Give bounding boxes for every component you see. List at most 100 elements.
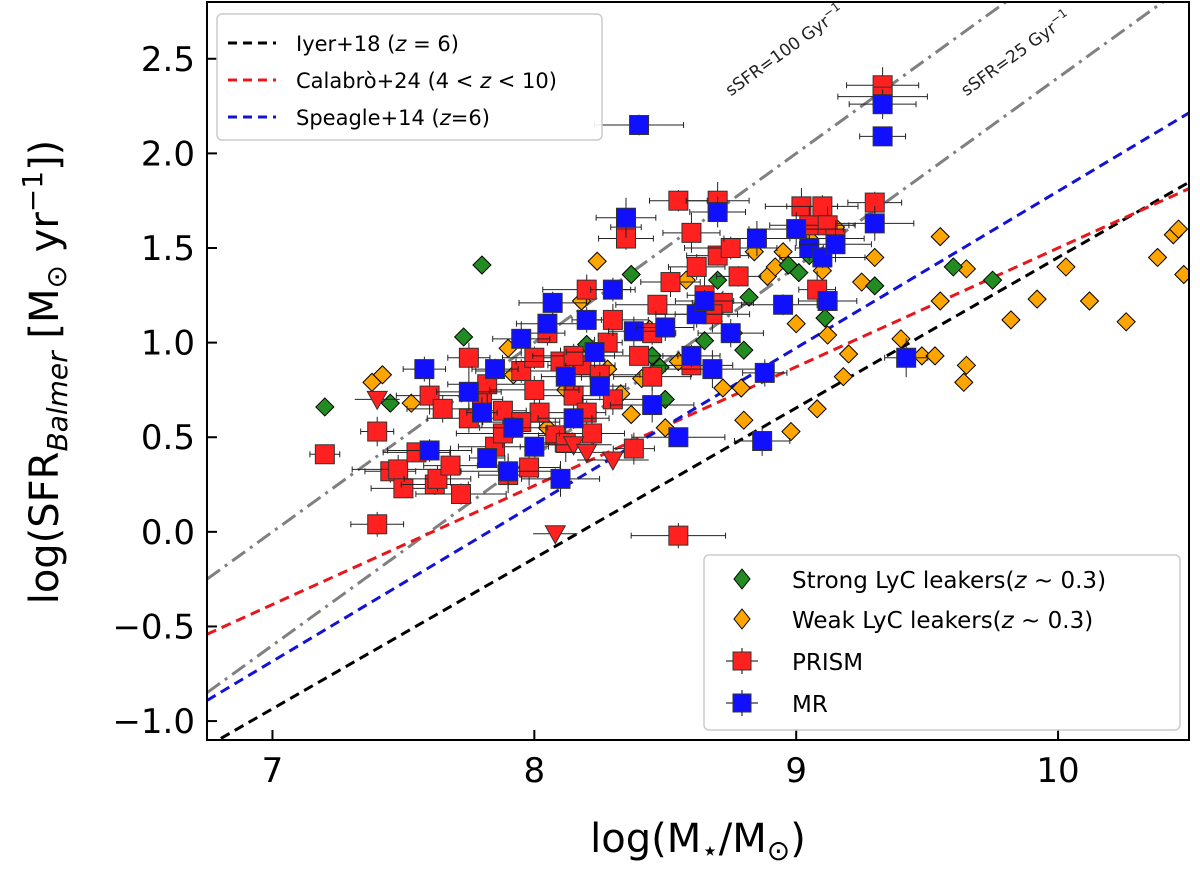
- weak-leaker-point: [954, 372, 974, 393]
- prism-upper-limit: [366, 390, 389, 411]
- mr-point: [584, 342, 605, 363]
- mr-point: [825, 234, 846, 255]
- weak-leaker-point: [1147, 247, 1168, 268]
- legend-label-speagle: Speagle+14 (z=6): [296, 106, 490, 130]
- y-tick-label: 0.5: [141, 418, 195, 458]
- strong-leaker-point: [789, 262, 809, 283]
- strong-leaker-point: [315, 397, 335, 417]
- x-axis-title: log(M⋆/M⊙): [590, 816, 806, 867]
- mr-point: [642, 395, 663, 416]
- prism-point: [647, 294, 668, 315]
- plot-frame: [206, 1, 1190, 741]
- weak-leaker-point: [865, 247, 885, 268]
- legend-label-calabro: Calabrò+24 (4 < z < 10): [296, 69, 557, 93]
- mr-point: [503, 417, 524, 438]
- weak-leaker-point: [587, 251, 607, 271]
- weak-leaker-point: [956, 355, 977, 376]
- prism-point: [492, 400, 513, 421]
- weak-leaker-point: [1056, 257, 1076, 277]
- prism-point: [519, 457, 540, 478]
- strong-leaker-point: [621, 264, 641, 285]
- legend-label-strong: Strong LyC leakers(z ~ 0.3): [792, 568, 1106, 594]
- prism-point: [812, 196, 833, 217]
- mr-point: [752, 431, 773, 452]
- legend-samples: Strong LyC leakers(z ~ 0.3) Weak LyC lea…: [703, 554, 1181, 731]
- mr-point: [471, 402, 492, 423]
- weak-leaker-point: [372, 365, 393, 385]
- weak-leaker-point: [807, 399, 827, 419]
- relation-lines: [207, 2, 1189, 740]
- strong-leaker-point: [982, 270, 1003, 290]
- weak-leaker-point: [1174, 264, 1189, 285]
- prism-point: [458, 347, 479, 368]
- mr-point: [576, 309, 597, 330]
- mr-point: [872, 126, 893, 147]
- prism-upper-limit: [544, 525, 567, 545]
- strong-leaker-point: [694, 331, 715, 351]
- mr-point: [707, 202, 728, 223]
- ssfr-label: sSFR=100 Gyr−1: [720, 0, 848, 101]
- weak-leaker-point: [781, 421, 801, 442]
- mr-point: [542, 292, 563, 313]
- prism-point: [668, 190, 689, 211]
- mr-point: [655, 317, 676, 338]
- mr-point: [817, 290, 838, 311]
- y-tick-label: 1.5: [141, 229, 195, 269]
- prism-point: [728, 266, 749, 287]
- mr-point: [477, 448, 498, 469]
- mr-point: [786, 219, 807, 240]
- legend-label-weak: Weak LyC leakers(z ~ 0.3): [792, 608, 1093, 634]
- mr-point: [550, 468, 571, 489]
- prism-point: [660, 272, 681, 293]
- prism-point: [602, 309, 623, 330]
- mr-point: [668, 427, 689, 448]
- mr-point: [746, 228, 767, 249]
- mr-point: [694, 290, 715, 311]
- prism-upper-limit: [602, 451, 624, 471]
- prism-point: [393, 478, 414, 499]
- prism-point: [524, 347, 545, 368]
- mr-point: [511, 328, 532, 349]
- weak-leaker-point: [734, 410, 754, 430]
- mr-point: [419, 440, 440, 461]
- ssfr-line: [207, 2, 1166, 694]
- strong-leaker-point: [734, 340, 754, 360]
- weak-leaker-point: [1079, 291, 1100, 311]
- data-points: [309, 67, 1189, 549]
- mr-point: [623, 321, 644, 342]
- legend-marker-strong: [733, 568, 751, 590]
- strong-leaker-point: [380, 393, 401, 413]
- prism-point: [686, 256, 707, 277]
- weak-leaker-point: [621, 404, 641, 425]
- weak-leaker-point: [786, 313, 806, 334]
- legend-relations: Iyer+18 (z = 6) Calabrò+24 (4 < z < 10) …: [216, 13, 603, 141]
- prism-point: [432, 398, 453, 419]
- x-tick-label: 8: [524, 751, 546, 791]
- mr-point: [414, 359, 435, 380]
- strong-leaker-point: [865, 276, 885, 296]
- legend-samples-box: [703, 554, 1181, 731]
- mr-point: [524, 436, 545, 457]
- weak-leaker-point: [401, 393, 421, 413]
- weak-leaker-point: [930, 226, 950, 247]
- mr-point: [629, 115, 650, 135]
- strong-leaker-point: [453, 327, 474, 347]
- mr-point: [896, 347, 917, 368]
- x-tick-label: 7: [262, 751, 284, 791]
- y-tick-label: 1.0: [141, 324, 195, 364]
- prism-point: [314, 444, 335, 465]
- prism-point: [451, 484, 472, 504]
- relation-line: [207, 187, 1189, 636]
- mr-point: [615, 207, 636, 228]
- prism-point: [581, 423, 602, 444]
- ssfr-line: [207, 2, 1009, 581]
- ssfr-label: sSFR=25 Gyr−1: [956, 6, 1075, 101]
- prism-point: [629, 345, 650, 366]
- legend-marker-prism: [732, 651, 752, 671]
- weak-leaker-point: [713, 378, 733, 398]
- mr-point: [589, 376, 610, 397]
- mr-point: [458, 381, 479, 402]
- weak-leaker-point: [930, 291, 950, 311]
- strong-leaker-point: [739, 287, 759, 307]
